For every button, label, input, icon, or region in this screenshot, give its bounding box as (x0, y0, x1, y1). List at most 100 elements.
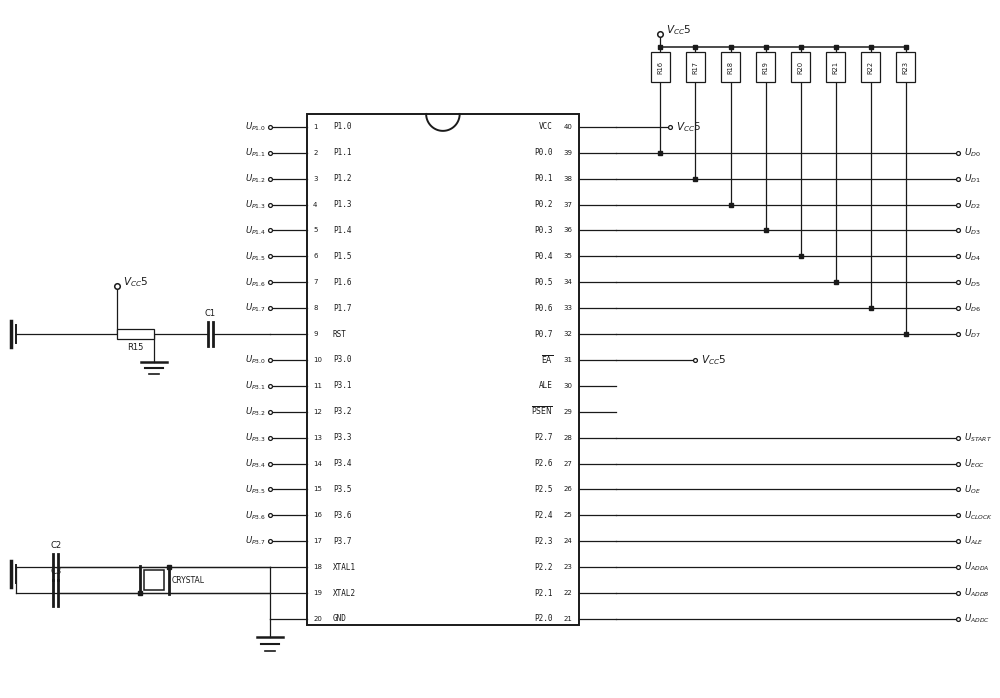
Text: $U_{CLOCK}$: $U_{CLOCK}$ (964, 509, 994, 521)
Text: $U_{ADDB}$: $U_{ADDB}$ (964, 587, 990, 600)
Text: $U_{D4}$: $U_{D4}$ (964, 250, 981, 262)
Text: $U_{D7}$: $U_{D7}$ (964, 328, 981, 341)
Text: P2.6: P2.6 (534, 459, 553, 468)
Text: $U_{P1.6}$: $U_{P1.6}$ (245, 276, 266, 288)
Text: P1.0: P1.0 (333, 122, 351, 131)
Text: $U_{D5}$: $U_{D5}$ (964, 276, 981, 288)
Text: XTAL2: XTAL2 (333, 588, 356, 597)
Text: 8: 8 (313, 305, 318, 311)
Bar (721, 52, 740, 82)
Bar (144, 570, 164, 590)
Text: $V_{CC}5$: $V_{CC}5$ (676, 120, 702, 134)
Text: 16: 16 (313, 512, 322, 519)
Text: $U_{P1.7}$: $U_{P1.7}$ (245, 302, 266, 314)
Text: $U_{P1.1}$: $U_{P1.1}$ (245, 147, 266, 159)
Text: 17: 17 (313, 538, 322, 544)
Text: 10: 10 (313, 357, 322, 363)
Text: $U_{P3.2}$: $U_{P3.2}$ (245, 406, 266, 418)
Text: P1.5: P1.5 (333, 252, 351, 261)
Text: R21: R21 (833, 61, 839, 73)
Text: P0.0: P0.0 (534, 148, 553, 157)
Text: XTAL1: XTAL1 (333, 563, 356, 572)
Bar (896, 52, 915, 82)
Text: $U_{ADDA}$: $U_{ADDA}$ (964, 561, 990, 573)
Text: 11: 11 (313, 383, 322, 389)
Text: P3.3: P3.3 (333, 433, 351, 442)
Text: 28: 28 (564, 435, 573, 440)
Text: 4: 4 (313, 202, 318, 207)
Text: R19: R19 (763, 61, 769, 73)
Text: 3: 3 (313, 176, 318, 181)
Text: 21: 21 (564, 616, 573, 622)
Text: $\overline{\rm PSEN}$: $\overline{\rm PSEN}$ (531, 406, 553, 418)
Text: 13: 13 (313, 435, 322, 440)
Text: 5: 5 (313, 228, 318, 233)
Text: $U_{P1.2}$: $U_{P1.2}$ (245, 172, 266, 185)
Bar (791, 52, 810, 82)
Text: $U_{P3.5}$: $U_{P3.5}$ (245, 483, 266, 496)
Text: $U_{D1}$: $U_{D1}$ (964, 172, 981, 185)
Text: $U_{OE}$: $U_{OE}$ (964, 483, 981, 496)
Text: 19: 19 (313, 590, 322, 596)
Text: 33: 33 (564, 305, 573, 311)
Text: P1.3: P1.3 (333, 200, 351, 209)
Text: P0.4: P0.4 (534, 252, 553, 261)
Bar (651, 52, 670, 82)
Text: 14: 14 (313, 461, 322, 466)
Text: $U_{D6}$: $U_{D6}$ (964, 302, 982, 314)
Text: P2.3: P2.3 (534, 537, 553, 546)
Text: P3.5: P3.5 (333, 485, 351, 494)
Text: 40: 40 (564, 124, 573, 130)
Text: 39: 39 (564, 150, 573, 156)
Text: 7: 7 (313, 279, 318, 285)
Text: P2.7: P2.7 (534, 433, 553, 442)
Text: 37: 37 (564, 202, 573, 207)
Text: C2: C2 (50, 541, 61, 550)
Bar (117, 329, 154, 339)
Text: $U_{P1.3}$: $U_{P1.3}$ (245, 198, 266, 211)
Text: CRYSTAL: CRYSTAL (172, 576, 205, 585)
Text: P3.6: P3.6 (333, 511, 351, 520)
Text: 15: 15 (313, 487, 322, 492)
Text: P0.2: P0.2 (534, 200, 553, 209)
Text: 24: 24 (564, 538, 573, 544)
Text: 23: 23 (564, 564, 573, 570)
Text: R23: R23 (903, 61, 909, 73)
Text: VCC: VCC (539, 122, 553, 131)
Text: P3.2: P3.2 (333, 407, 351, 416)
Text: 25: 25 (564, 512, 573, 519)
Text: 6: 6 (313, 253, 318, 260)
Text: P0.3: P0.3 (534, 226, 553, 235)
Text: P1.1: P1.1 (333, 148, 351, 157)
Text: R17: R17 (692, 61, 698, 73)
Text: $U_{ALE}$: $U_{ALE}$ (964, 535, 984, 547)
Text: $\overline{\rm EA}$: $\overline{\rm EA}$ (541, 354, 553, 366)
Text: P2.2: P2.2 (534, 563, 553, 572)
Text: P0.6: P0.6 (534, 304, 553, 313)
Text: 2: 2 (313, 150, 318, 156)
Text: $U_{P3.1}$: $U_{P3.1}$ (245, 380, 266, 392)
Text: 22: 22 (564, 590, 573, 596)
Text: R20: R20 (798, 61, 804, 74)
Text: $V_{CC}5$: $V_{CC}5$ (701, 353, 726, 367)
Text: P2.5: P2.5 (534, 485, 553, 494)
Text: R22: R22 (868, 61, 874, 74)
Text: $U_{START}$: $U_{START}$ (964, 431, 993, 444)
Text: $V_{CC}5$: $V_{CC}5$ (666, 23, 692, 37)
Text: P1.7: P1.7 (333, 304, 351, 313)
Bar (826, 52, 845, 82)
Text: 26: 26 (564, 487, 573, 492)
Text: P0.5: P0.5 (534, 278, 553, 287)
Text: C1: C1 (204, 309, 216, 318)
Text: R18: R18 (728, 61, 734, 73)
Bar (307, 114, 579, 625)
Text: P2.1: P2.1 (534, 588, 553, 597)
Text: P1.4: P1.4 (333, 226, 351, 235)
Text: $U_{ADDC}$: $U_{ADDC}$ (964, 613, 990, 625)
Text: R16: R16 (657, 61, 663, 73)
Text: P3.0: P3.0 (333, 355, 351, 364)
Text: 9: 9 (313, 331, 318, 337)
Text: RST: RST (333, 329, 347, 339)
Text: 20: 20 (313, 616, 322, 622)
Text: 18: 18 (313, 564, 322, 570)
